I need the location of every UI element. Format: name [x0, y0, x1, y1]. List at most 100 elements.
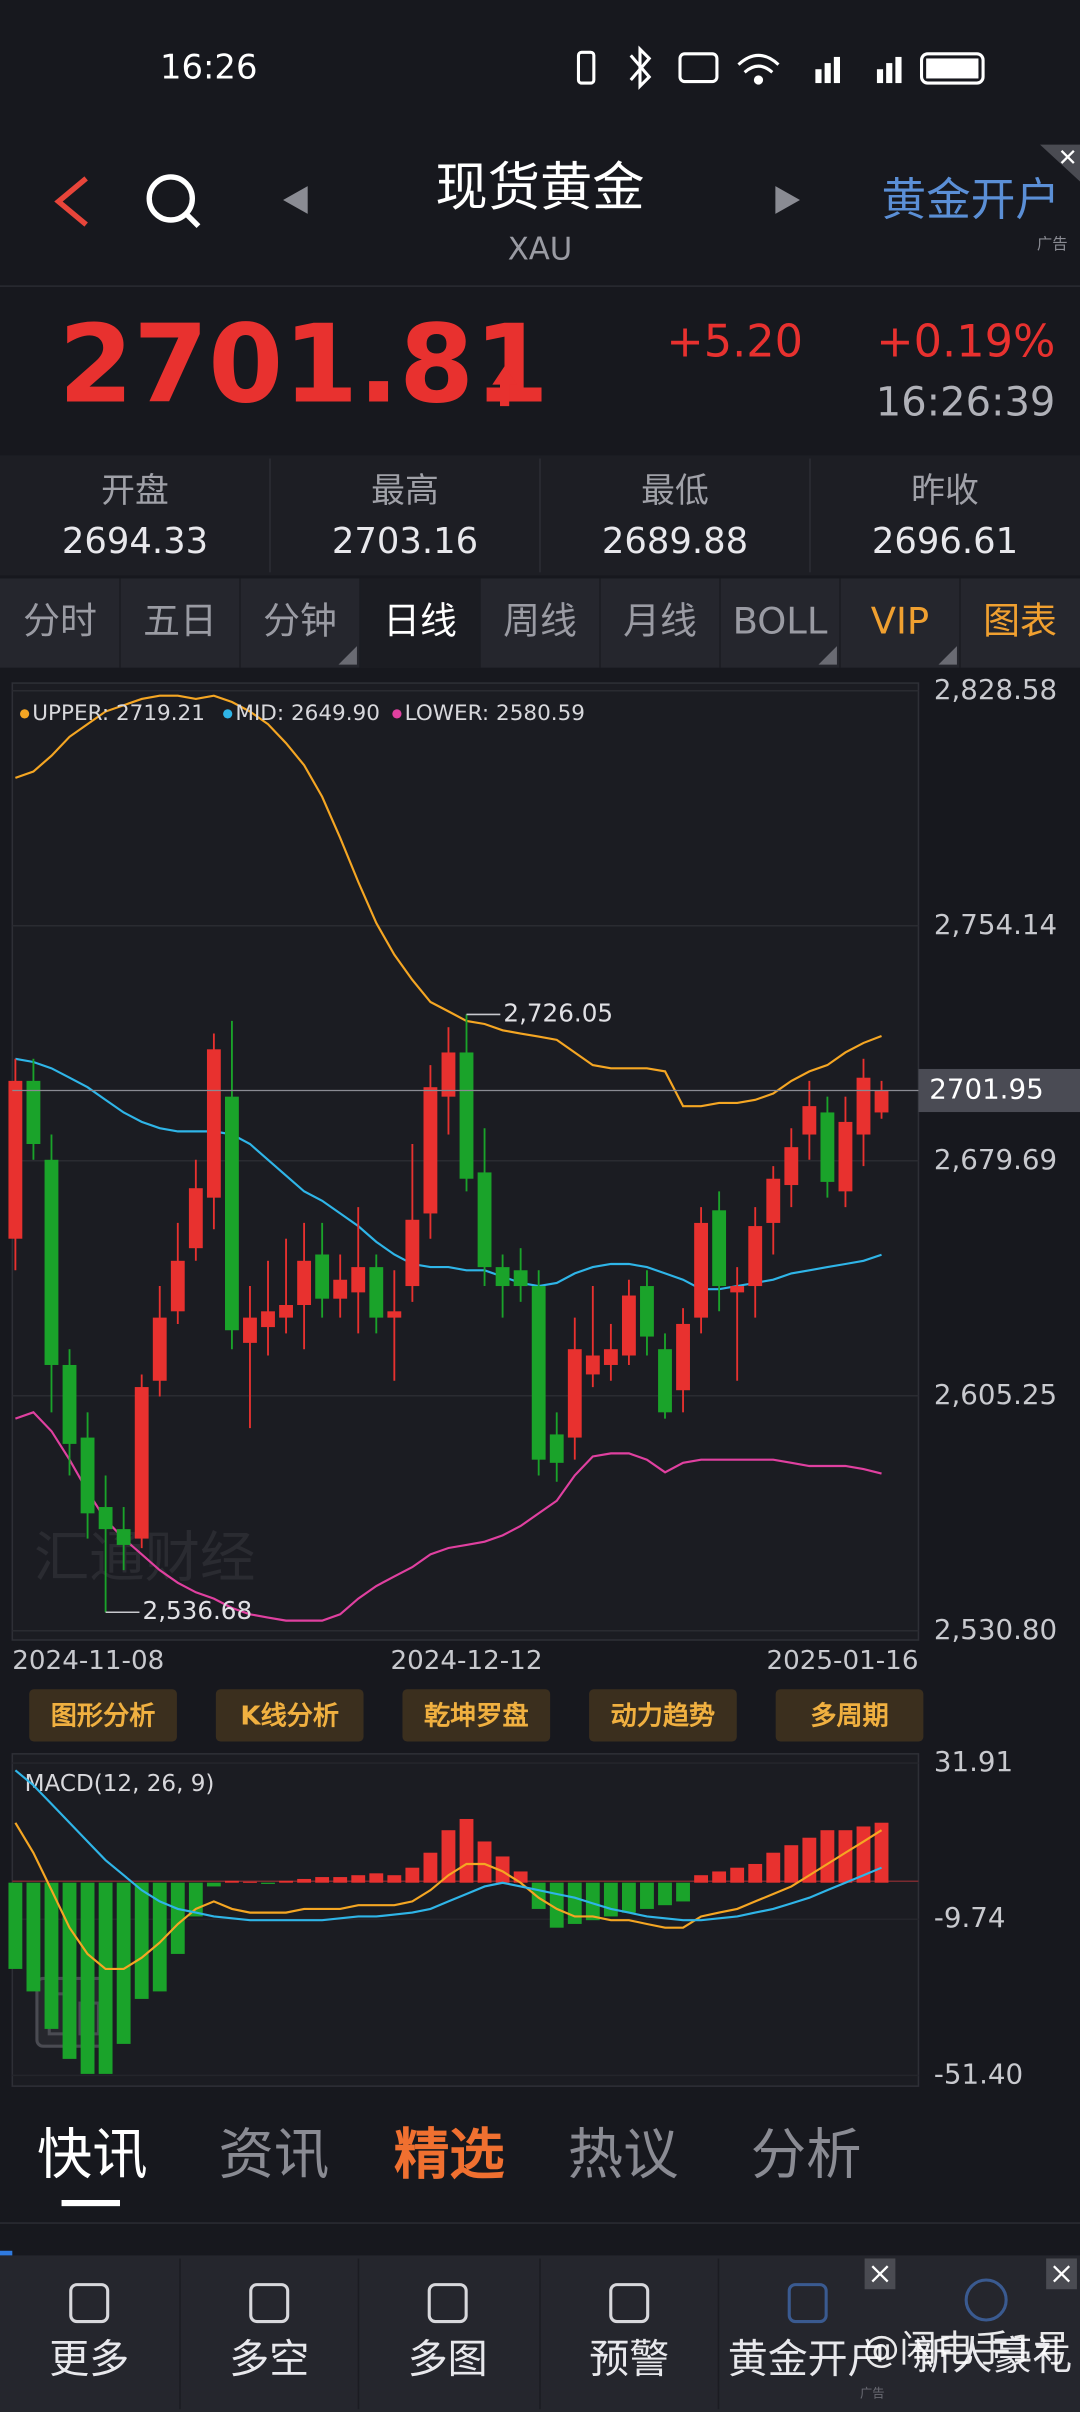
- tool-label: K线分析: [240, 1701, 339, 1731]
- macd-bar: [387, 1875, 402, 1883]
- macd-bar: [640, 1882, 654, 1909]
- prev-button[interactable]: [283, 186, 308, 214]
- macd-bar: [585, 1882, 600, 1921]
- candle-body: [405, 1219, 420, 1287]
- tool-label: 多周期: [810, 1701, 888, 1731]
- candle-body: [676, 1323, 690, 1391]
- stat-label: 开盘: [101, 471, 169, 510]
- y-tick-label: 2,679.69: [934, 1143, 1057, 1176]
- nav-label[interactable]: 更多: [49, 2337, 129, 2383]
- candle-body: [315, 1254, 330, 1299]
- candle-body: [188, 1188, 203, 1249]
- candle-body: [441, 1052, 456, 1097]
- tab[interactable]: BOLL: [733, 600, 828, 643]
- y-tick-label: 2,754.14: [934, 908, 1057, 941]
- subtitle: XAU: [508, 231, 573, 267]
- candle-body: [170, 1260, 185, 1312]
- nav-label[interactable]: 黄金开户: [728, 2337, 888, 2383]
- y-tick-label: -51.40: [934, 2057, 1023, 2090]
- news-tab[interactable]: 热议: [568, 2124, 679, 2188]
- search-button[interactable]: [146, 174, 201, 229]
- legend-label: LOWER: 2580.59: [405, 701, 585, 726]
- macd-bar: [459, 1818, 474, 1883]
- ad-close-x: [1060, 149, 1075, 164]
- nav-icon: [427, 2283, 468, 2324]
- tab[interactable]: 日线: [383, 600, 457, 643]
- candle-body: [802, 1106, 817, 1135]
- candle-body: [603, 1349, 618, 1365]
- nav-label[interactable]: 预警: [589, 2337, 669, 2383]
- macd-bar: [134, 1882, 149, 1999]
- bottom-ad[interactable]: 新人豪礼: [912, 2333, 1072, 2379]
- macd-bar: [477, 1841, 492, 1883]
- macd-bar: [152, 1882, 167, 1992]
- tool-button[interactable]: [215, 1689, 364, 1742]
- quote-time: 16:26:39: [876, 380, 1056, 426]
- news-tab[interactable]: 快讯: [37, 2124, 148, 2188]
- tab[interactable]: 五日: [143, 600, 217, 643]
- tool-button[interactable]: [29, 1689, 177, 1742]
- tool-button[interactable]: [589, 1689, 737, 1742]
- tab[interactable]: 分时: [23, 600, 97, 643]
- nav-label[interactable]: 多空: [229, 2337, 309, 2383]
- candle-body: [80, 1437, 95, 1514]
- ad-close-x: [871, 2265, 889, 2283]
- macd-bar: [225, 1880, 239, 1883]
- macd-bar: [531, 1882, 546, 1909]
- macd-bar: [243, 1881, 257, 1883]
- candle-body: [8, 1080, 23, 1239]
- macd-bar: [658, 1882, 672, 1906]
- candle-body: [261, 1311, 275, 1328]
- macd-bar: [116, 1882, 131, 2044]
- tab[interactable]: 分钟: [263, 600, 337, 643]
- macd-bar: [333, 1877, 348, 1883]
- candle-body: [116, 1529, 131, 1545]
- news-tab[interactable]: 精选: [394, 2124, 505, 2188]
- candle-body: [279, 1304, 293, 1318]
- low-label: 2,536.68: [143, 1596, 253, 1625]
- legend-label: UPPER: 2719.21: [32, 701, 205, 726]
- candle-body: [621, 1295, 636, 1356]
- high-label: 2,726.05: [503, 998, 613, 1027]
- tool-label: 动力趋势: [611, 1701, 716, 1731]
- candle-body: [62, 1364, 77, 1444]
- tab[interactable]: VIP: [871, 600, 929, 643]
- nav-icon: [69, 2283, 110, 2324]
- back-button[interactable]: [54, 176, 88, 227]
- macd-bar: [567, 1882, 582, 1924]
- tab[interactable]: 图表: [983, 600, 1057, 643]
- stat-value: 2703.16: [332, 521, 478, 562]
- macd-bar: [98, 1882, 113, 2074]
- boll-line: [15, 694, 882, 1108]
- next-button[interactable]: [775, 186, 800, 214]
- candle-body: [44, 1159, 59, 1365]
- y-tick-label: 2,605.25: [934, 1378, 1057, 1411]
- ad-link[interactable]: 黄金开户: [882, 174, 1060, 226]
- candle-body: [856, 1077, 871, 1135]
- nav-icon: [787, 2283, 828, 2324]
- tab-underline: [61, 2200, 121, 2207]
- candle-body: [495, 1267, 510, 1287]
- macd-bar: [297, 1878, 312, 1883]
- tool-button[interactable]: [775, 1689, 924, 1742]
- macd-bar: [730, 1867, 745, 1883]
- news-tab[interactable]: 分析: [751, 2124, 862, 2188]
- y-tick-label: -9.74: [934, 1901, 1006, 1934]
- macd-bar: [621, 1882, 636, 1913]
- x-tick-label: 2024-12-12: [391, 1646, 543, 1676]
- candle-body: [387, 1311, 402, 1318]
- bottom-ad-tag: 广告: [860, 2386, 885, 2400]
- price-change-pct: +0.19%: [876, 316, 1055, 368]
- macd-bar: [261, 1882, 275, 1884]
- nav-label[interactable]: 多图: [408, 2337, 488, 2383]
- stat-label: 最高: [371, 471, 439, 510]
- candle-body: [784, 1147, 799, 1186]
- tool-button[interactable]: [402, 1689, 551, 1742]
- tab[interactable]: 月线: [623, 600, 697, 643]
- tab[interactable]: 周线: [503, 600, 577, 643]
- news-tab[interactable]: 资讯: [218, 2124, 329, 2188]
- macd-line: [14, 1822, 883, 1970]
- candle-body: [874, 1090, 889, 1113]
